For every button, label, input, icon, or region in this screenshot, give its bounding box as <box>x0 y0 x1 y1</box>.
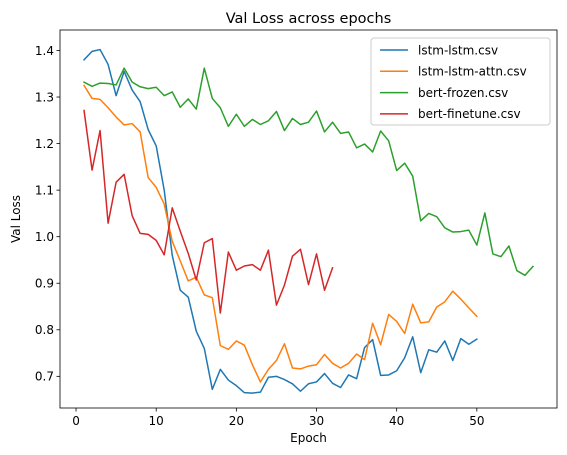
y-tick-label: 1.2 <box>35 137 54 151</box>
x-tick-label: 10 <box>149 414 164 428</box>
x-tick-label: 20 <box>229 414 244 428</box>
x-tick-label: 40 <box>389 414 404 428</box>
axes-frame <box>59 29 558 409</box>
y-tick-label: 0.7 <box>35 370 54 384</box>
chart-title: Val Loss across epochs <box>226 11 392 27</box>
y-tick-label: 1.0 <box>35 230 54 244</box>
x-axis: 0 10 20 30 40 50 <box>72 408 484 428</box>
plot-area <box>82 48 535 394</box>
legend-label: lstm-lstm.csv <box>418 43 498 57</box>
y-axis: 0.7 0.8 0.9 1.0 1.1 1.2 1.3 1.4 <box>35 44 60 384</box>
legend-box <box>370 37 551 126</box>
series-line-0 <box>82 48 478 394</box>
y-axis-label: Val Loss <box>9 195 23 243</box>
y-tick-label: 1.3 <box>35 90 54 104</box>
x-tick-label: 30 <box>309 414 324 428</box>
x-tick-label: 0 <box>72 414 80 428</box>
legend-label: bert-finetune.csv <box>418 107 521 121</box>
y-tick-label: 0.9 <box>35 277 54 291</box>
y-tick-label: 0.8 <box>35 323 54 337</box>
series-line-2 <box>83 67 535 277</box>
series-line-3 <box>83 109 334 314</box>
x-tick-label: 50 <box>469 414 484 428</box>
y-tick-label: 1.4 <box>35 44 54 58</box>
legend: lstm-lstm.csv lstm-lstm-attn.csv bert-froz… <box>370 37 551 126</box>
legend-label: bert-frozen.csv <box>418 86 508 100</box>
x-axis-label: Epoch <box>290 431 327 445</box>
series-line-1 <box>83 84 478 383</box>
legend-label: lstm-lstm-attn.csv <box>418 65 527 79</box>
y-tick-label: 1.1 <box>35 183 54 197</box>
